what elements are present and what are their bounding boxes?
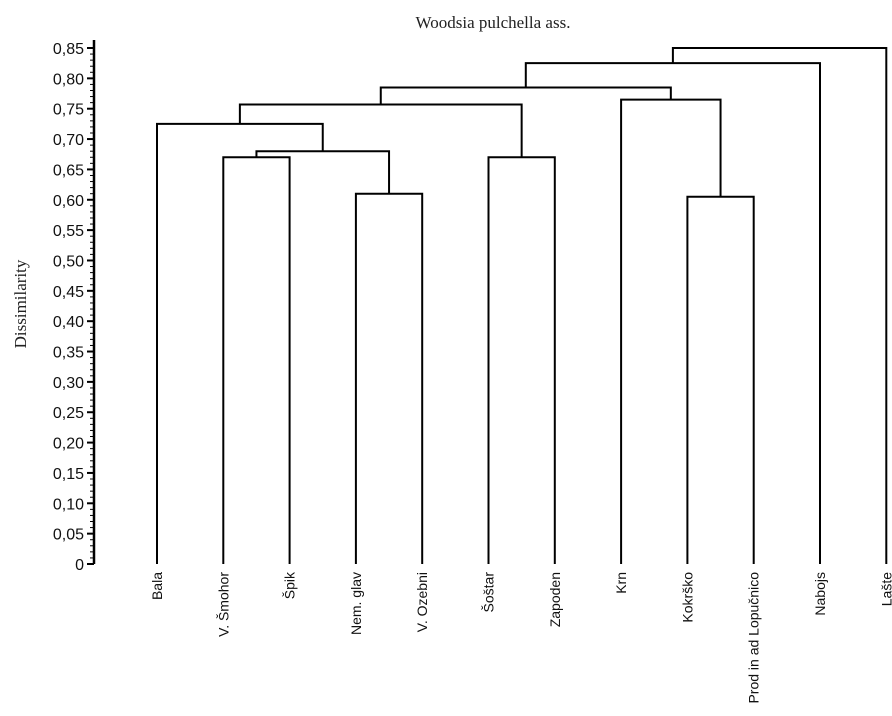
y-tick-label: 0,70: [53, 132, 84, 149]
leaf-label: V. Šmohor: [215, 572, 231, 637]
y-tick-label: 0,65: [53, 162, 84, 179]
dendrogram-link: [487, 156, 556, 564]
y-tick-label: 0,55: [53, 223, 84, 240]
leaf-labels: Bala V. Šmohor Špik Nem. glav V. Ozebni Šošta…: [149, 571, 892, 704]
dendrogram-link: [686, 195, 755, 564]
leaf-label: Krn: [613, 572, 629, 594]
dendrogram-links: [156, 47, 888, 564]
leaf-label: Kokrško: [679, 572, 695, 623]
chart-title: Woodsia pulchella ass.: [416, 13, 571, 32]
leaf-label: Nabojs: [812, 572, 828, 616]
y-tick-label: 0,85: [53, 41, 84, 58]
leaf-label: Šoštar: [481, 572, 497, 613]
dendrogram-link: [238, 103, 523, 158]
y-tick-label: 0,35: [53, 345, 84, 362]
dendrogram-link: [524, 62, 821, 564]
y-tick-label: 0,45: [53, 284, 84, 301]
y-tick-label: 0,40: [53, 314, 84, 331]
y-tick-label: 0,20: [53, 436, 84, 453]
y-tick-label: 0,05: [53, 527, 84, 544]
leaf-label: Lašte: [878, 572, 892, 606]
dendrogram-link: [379, 86, 672, 105]
dendrogram-link: [354, 192, 424, 564]
y-tick-label: 0,30: [53, 375, 84, 392]
y-tick-label: 0,80: [53, 71, 84, 88]
dendrogram-link: [156, 122, 324, 564]
leaf-label: Zapoden: [547, 572, 563, 627]
y-tick-label: 0,25: [53, 405, 84, 422]
leaf-label: Bala: [149, 572, 165, 600]
leaf-label: Špik: [282, 571, 298, 599]
leaf-label: Nem. glav: [348, 572, 364, 635]
y-tick-label: 0,50: [53, 253, 84, 270]
dendrogram-link: [671, 47, 888, 564]
y-tick-label: 0,15: [53, 466, 84, 483]
y-tick-label: 0: [75, 557, 84, 574]
y-axis-label: Dissimilarity: [11, 259, 30, 348]
leaf-label: Prod in ad Lopučnico: [746, 572, 762, 704]
dendrogram-link: [222, 156, 291, 564]
y-tick-label: 0,60: [53, 193, 84, 210]
y-axis: 0 0,05 0,10 0,15 0,20 0,25 0,30 0,35 0,40 0,45 0,5…: [53, 40, 96, 574]
leaf-label: V. Ozebni: [414, 572, 430, 632]
y-tick-label: 0,75: [53, 102, 84, 119]
dendrogram-link: [620, 98, 722, 564]
y-tick-label: 0,10: [53, 496, 84, 513]
